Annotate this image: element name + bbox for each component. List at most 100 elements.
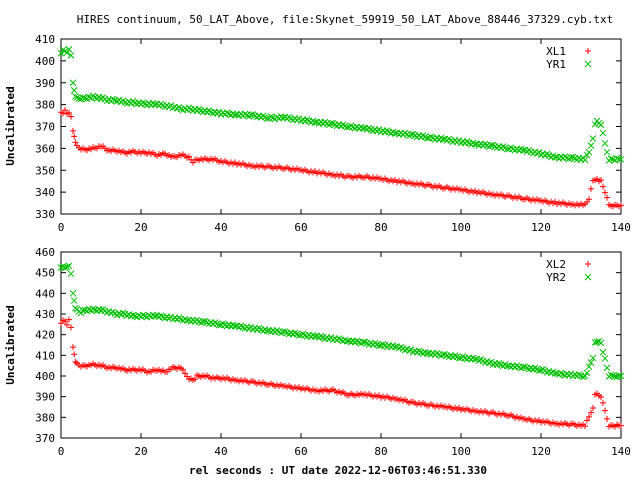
data-point: [551, 370, 559, 377]
data-point: [455, 354, 463, 362]
x-tick-label: 80: [374, 445, 387, 458]
data-point: [109, 95, 117, 103]
data-point: [607, 155, 615, 163]
data-point: [361, 338, 369, 346]
data-point: [231, 322, 239, 330]
data-point: [389, 342, 397, 349]
data-point: [353, 337, 361, 345]
data-point: [70, 127, 76, 134]
data-point: [601, 355, 609, 362]
data-point: [581, 156, 589, 164]
data-point: [71, 351, 78, 358]
data-point: [62, 107, 68, 114]
data-point: [68, 324, 74, 331]
x-tick-label: 140: [611, 445, 631, 458]
data-point: [423, 134, 431, 142]
data-point: [186, 153, 192, 160]
data-point: [593, 338, 601, 346]
data-point: [151, 312, 159, 320]
data-point: [391, 343, 399, 351]
data-point: [139, 311, 147, 319]
data-point: [590, 405, 596, 412]
data-point: [165, 314, 173, 322]
data-point: [309, 331, 317, 339]
data-point: [405, 347, 413, 355]
data-point: [471, 355, 479, 363]
data-point: [66, 109, 72, 116]
data-point: [503, 145, 511, 153]
data-point: [535, 367, 543, 374]
data-point: [263, 327, 271, 335]
y-tick-label: 330: [35, 208, 55, 221]
data-point: [471, 140, 479, 148]
legend-marker-shape: [584, 60, 592, 68]
data-point: [501, 361, 509, 368]
x-tick-label: 60: [294, 221, 307, 234]
data-point: [66, 316, 72, 323]
data-point: [618, 202, 624, 209]
x-tick-label: 40: [214, 445, 227, 458]
data-point: [591, 120, 599, 128]
data-point: [598, 177, 604, 184]
data-point: [503, 362, 511, 370]
data-point: [279, 114, 287, 122]
series-YR2: [57, 262, 625, 381]
data-point: [531, 364, 539, 372]
legend-marker-shape: [584, 273, 592, 281]
data-point: [65, 262, 73, 270]
data-point: [180, 366, 186, 373]
y-tick-label: 390: [35, 391, 55, 404]
data-point: [567, 154, 575, 161]
data-point: [589, 135, 597, 142]
data-point: [213, 320, 221, 328]
data-point: [415, 347, 423, 355]
data-point: [359, 338, 367, 346]
data-point: [261, 326, 269, 333]
data-point: [611, 373, 619, 380]
y-tick-label: 380: [35, 99, 55, 112]
data-point: [585, 363, 593, 371]
data-point: [341, 336, 349, 344]
data-point: [584, 417, 590, 424]
y-tick-label: 390: [35, 77, 55, 90]
legend-marker: [584, 273, 592, 281]
x-tick-label: 100: [451, 221, 471, 234]
data-point: [231, 111, 239, 119]
series-YR1: [57, 46, 625, 164]
data-point: [183, 317, 191, 324]
legend-marker-shape: [585, 261, 591, 267]
data-point: [603, 148, 611, 156]
data-point: [75, 95, 83, 102]
data-point: [603, 364, 611, 372]
data-point: [79, 94, 87, 101]
chart-title: HIRES continuum, 50_LAT_Above, file:Skyn…: [77, 13, 613, 26]
data-point: [317, 332, 325, 340]
y-tick-label: 450: [35, 267, 55, 280]
data-point: [157, 312, 165, 319]
data-point: [587, 142, 595, 149]
data-point: [597, 121, 605, 129]
data-point: [201, 317, 209, 325]
data-point: [58, 320, 64, 327]
data-point: [451, 352, 459, 359]
data-point: [602, 407, 608, 414]
data-point: [229, 110, 237, 118]
data-point: [373, 341, 381, 348]
data-point: [59, 46, 67, 54]
data-point: [291, 329, 299, 337]
data-point: [557, 369, 565, 377]
y-tick-label: 380: [35, 411, 55, 424]
data-point: [119, 309, 127, 317]
data-point: [229, 321, 237, 329]
data-point: [561, 153, 569, 160]
data-point: [588, 185, 594, 192]
data-point: [607, 371, 615, 379]
y-tick-label: 340: [35, 186, 55, 199]
data-point: [295, 332, 303, 339]
data-point: [61, 264, 69, 271]
data-point: [81, 94, 89, 102]
data-point: [70, 297, 78, 304]
data-point: [586, 413, 592, 420]
data-point: [68, 113, 74, 120]
data-point: [391, 129, 399, 137]
